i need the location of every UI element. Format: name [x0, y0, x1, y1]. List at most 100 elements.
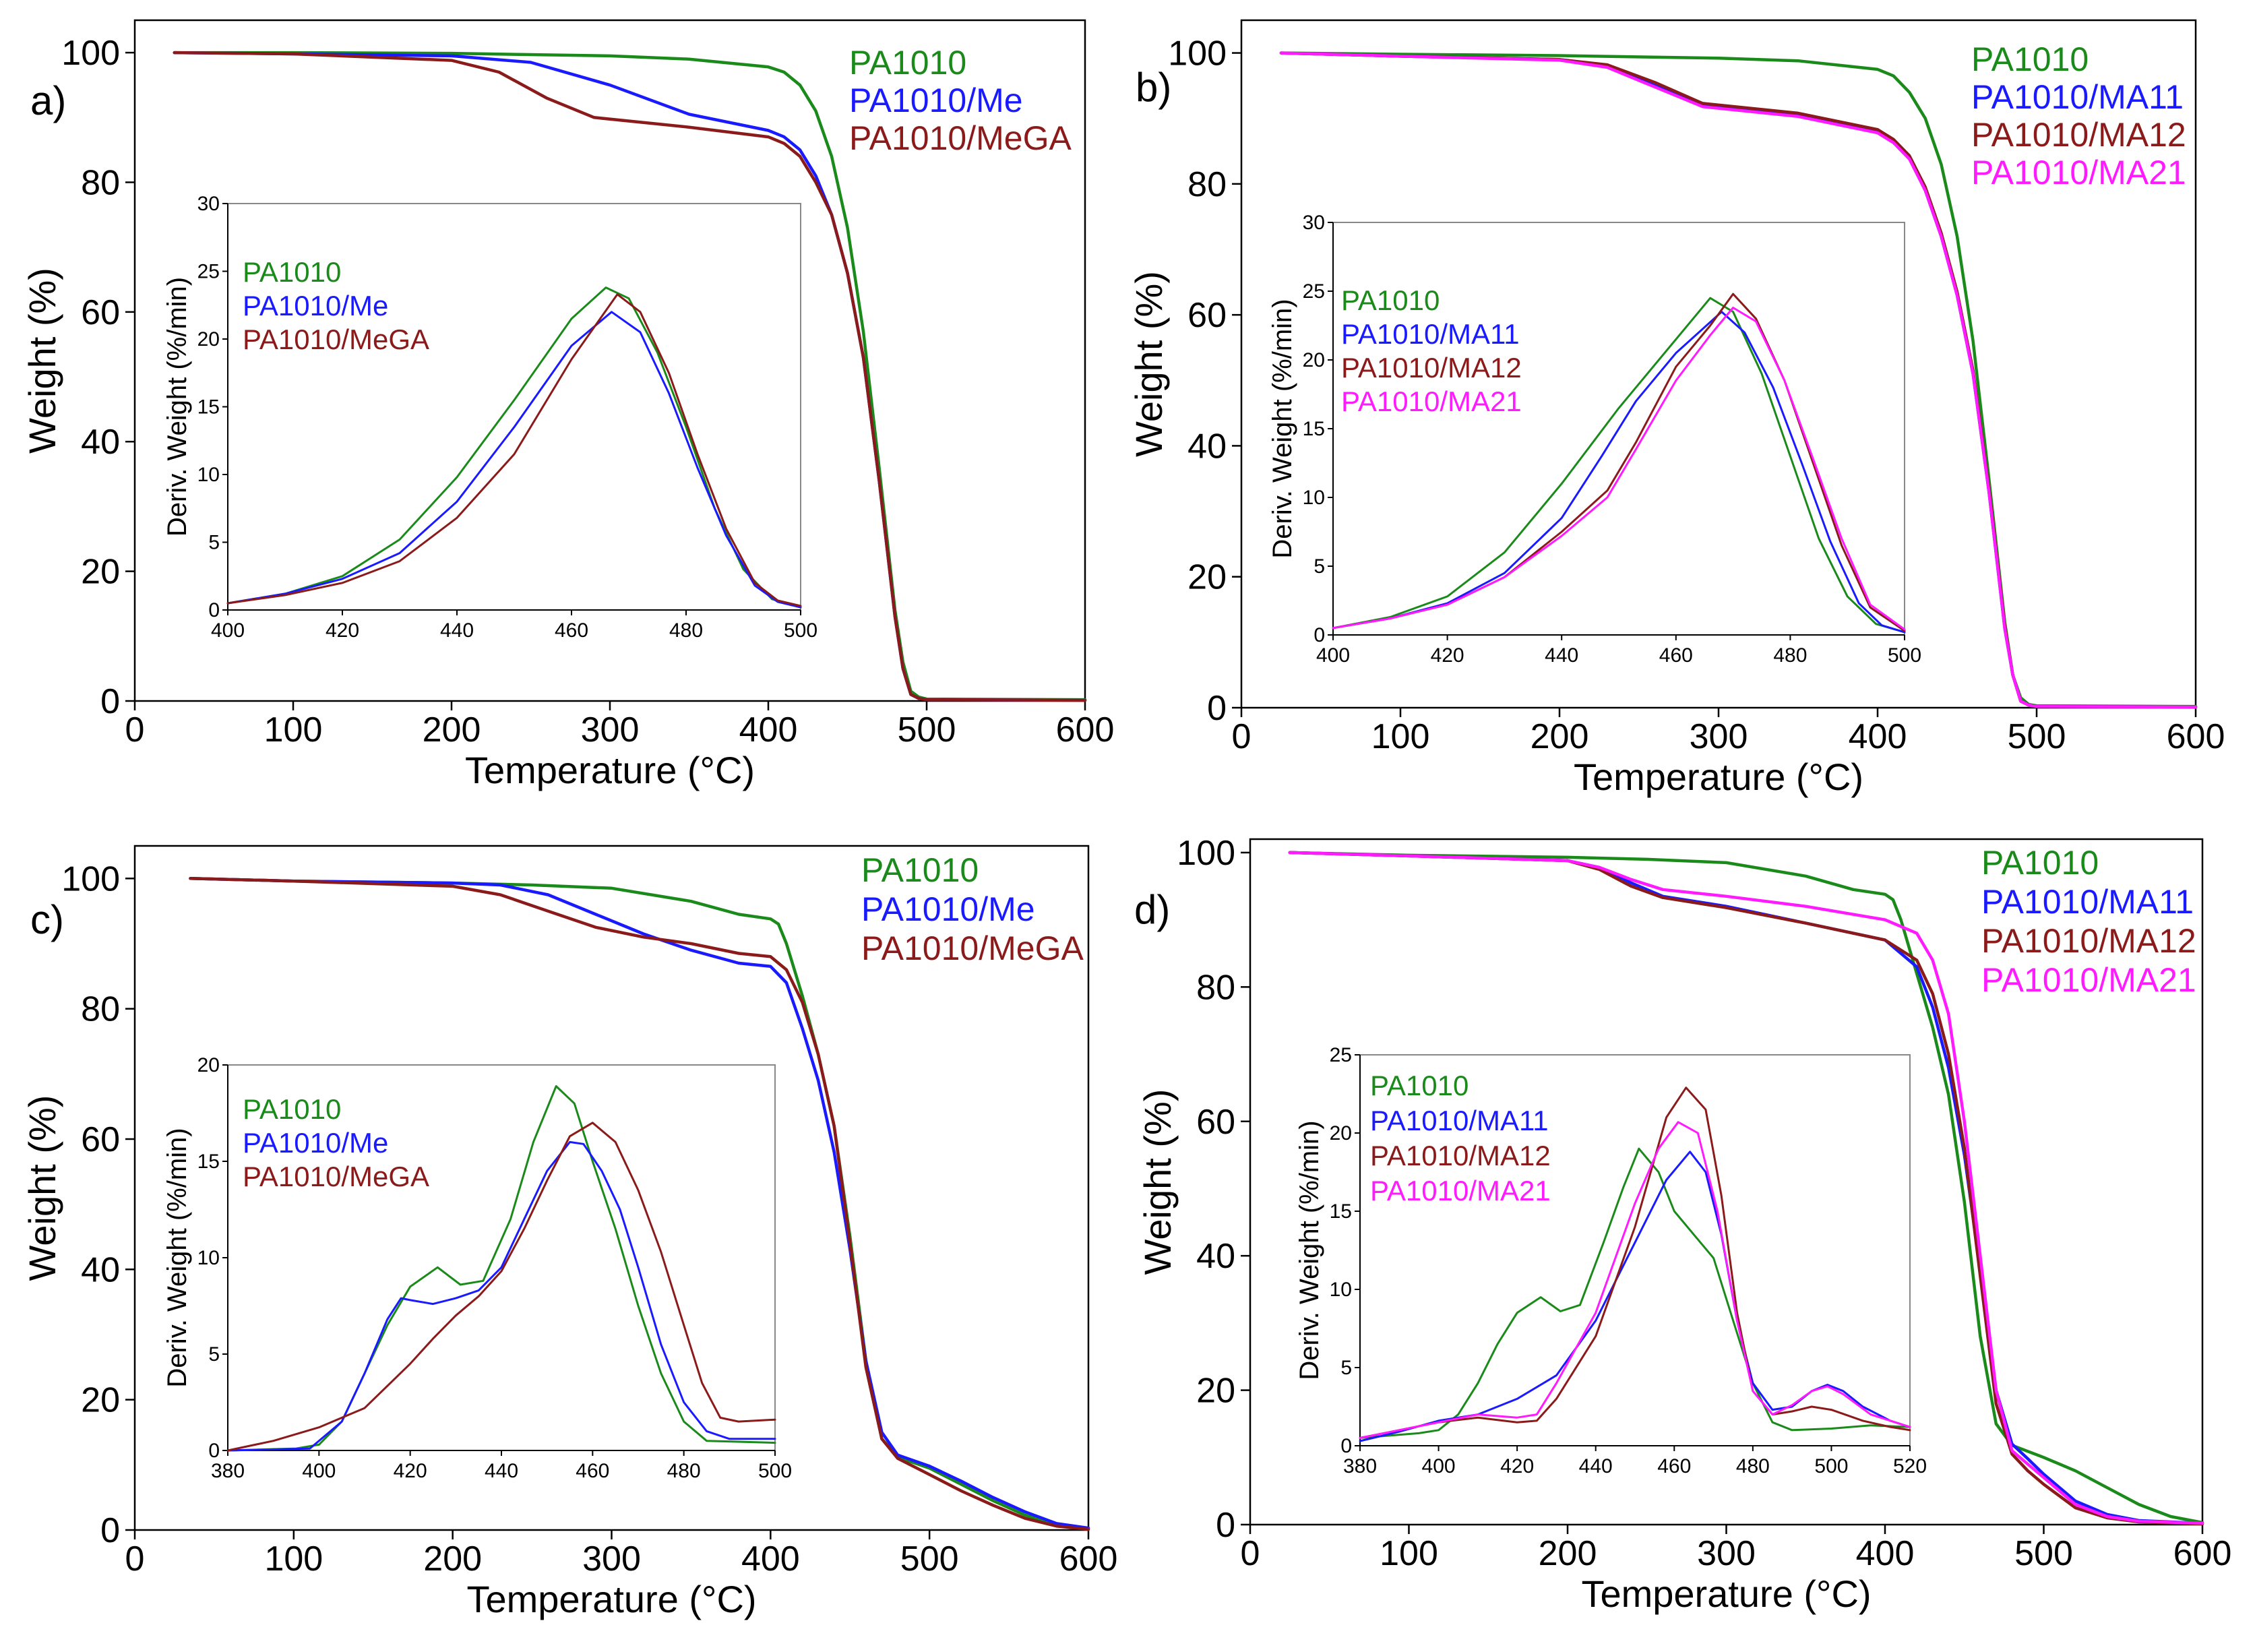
- y-axis-title: Weight (%): [1136, 1089, 1179, 1275]
- inset-series-line-pa1010-ma11: [1332, 311, 1906, 634]
- y-tick-label: 0: [100, 1511, 120, 1550]
- y-tick-label: 0: [100, 682, 120, 721]
- inset-legend-entry: PA1010/MeGA: [243, 1161, 429, 1192]
- series-line-pa1010-ma21: [1288, 851, 2204, 1525]
- x-tick-label: 100: [1371, 717, 1430, 756]
- x-tick-label: 300: [1690, 717, 1748, 756]
- y-tick-label: 60: [81, 293, 120, 332]
- inset-x-tick-label: 380: [211, 1460, 245, 1482]
- series-line-pa1010: [1288, 851, 2204, 1525]
- y-tick-label: 80: [1196, 968, 1235, 1007]
- x-tick-label: 200: [423, 1539, 482, 1579]
- inset-frame: [227, 1064, 776, 1451]
- inset-x-tick-label: 440: [485, 1460, 518, 1482]
- inset-x-tick-label: 520: [1893, 1455, 1927, 1477]
- y-tick-label: 60: [81, 1120, 120, 1159]
- panel-label: b): [1136, 65, 1171, 110]
- y-tick-label: 60: [1196, 1103, 1235, 1142]
- inset-series-line-pa1010-ma12: [1359, 1087, 1911, 1439]
- legend-entry: PA1010/MA21: [1981, 961, 2196, 999]
- inset-y-tick-label: 0: [208, 1440, 220, 1462]
- y-tick-label: 80: [81, 990, 120, 1029]
- inset-y-tick-label: 15: [1303, 418, 1325, 440]
- x-tick-label: 500: [2014, 1534, 2073, 1573]
- x-axis-title: Temperature (°C): [466, 1578, 756, 1620]
- inset-y-tick-label: 30: [1303, 212, 1325, 234]
- legend-entry: PA1010/MA21: [1971, 154, 2186, 191]
- inset-y-tick-label: 25: [1330, 1044, 1352, 1066]
- inset-y-axis-title: Deriv. Weight (%/min): [1268, 299, 1297, 558]
- y-tick-label: 80: [81, 163, 120, 202]
- inset-legend-entry: PA1010: [243, 256, 341, 288]
- y-axis-title: Weight (%): [21, 268, 63, 454]
- inset-x-tick-label: 480: [1773, 644, 1807, 667]
- y-tick-label: 20: [1187, 558, 1227, 597]
- inset-legend-entry: PA1010/MeGA: [243, 324, 429, 355]
- inset-x-tick-label: 480: [667, 1460, 701, 1482]
- y-tick-label: 100: [61, 34, 120, 73]
- legend-entry: PA1010: [1981, 844, 2099, 882]
- y-tick-label: 40: [1187, 427, 1227, 466]
- inset-y-tick-label: 15: [1330, 1200, 1352, 1223]
- legend-entry: PA1010/MeGA: [861, 929, 1084, 967]
- legend-entry: PA1010: [1971, 40, 2089, 78]
- inset-y-tick-label: 25: [197, 261, 220, 283]
- inset-series-line-pa1010-ma11: [1359, 1151, 1911, 1442]
- inset-series-line-pa1010-ma21: [1359, 1121, 1911, 1439]
- inset-x-tick-label: 500: [1888, 644, 1921, 667]
- inset-x-tick-label: 500: [784, 619, 817, 642]
- inset-y-tick-label: 5: [1314, 555, 1325, 578]
- inset-frame: [227, 203, 801, 611]
- inset-x-tick-label: 420: [394, 1460, 427, 1482]
- x-tick-label: 200: [423, 710, 481, 749]
- inset-x-tick-label: 460: [1657, 1455, 1691, 1477]
- inset-y-tick-label: 0: [1340, 1435, 1352, 1457]
- inset-a: 400 420 440 460 480 500 0 5 10 15 20 25 30 Deriv. Wei…: [162, 193, 817, 642]
- panel-c: 0 100 200 300 400 500 600020406080100Temperatu…: [21, 845, 1118, 1620]
- inset-x-tick-label: 480: [669, 619, 703, 642]
- inset-x-tick-label: 420: [1500, 1455, 1534, 1477]
- inset-frame: [1359, 1054, 1911, 1446]
- x-tick-label: 0: [1232, 717, 1252, 756]
- inset-y-tick-label: 0: [1314, 624, 1325, 646]
- x-tick-label: 600: [1059, 1539, 1118, 1579]
- x-tick-label: 100: [264, 710, 323, 749]
- x-tick-label: 0: [125, 710, 145, 749]
- inset-x-tick-label: 400: [211, 619, 245, 642]
- x-tick-label: 300: [581, 710, 640, 749]
- series-line-pa1010-me: [189, 877, 1090, 1530]
- x-axis-title: Temperature (°C): [1581, 1572, 1871, 1615]
- inset-legend-entry: PA1010/Me: [243, 290, 388, 322]
- y-tick-label: 40: [81, 1250, 120, 1289]
- x-tick-label: 500: [898, 710, 956, 749]
- x-tick-label: 100: [264, 1539, 323, 1579]
- inset-y-tick-label: 5: [208, 1343, 220, 1366]
- y-tick-label: 80: [1187, 165, 1227, 204]
- inset-y-tick-label: 20: [1303, 349, 1325, 371]
- inset-x-tick-label: 420: [326, 619, 359, 642]
- y-tick-label: 100: [61, 859, 120, 898]
- y-axis-title: Weight (%): [21, 1095, 63, 1281]
- inset-y-tick-label: 10: [1330, 1279, 1352, 1301]
- inset-x-tick-label: 460: [576, 1460, 609, 1482]
- inset-legend-entry: PA1010/MA21: [1341, 386, 1522, 417]
- inset-series-line-pa1010-me: [226, 311, 802, 609]
- inset-legend-entry: PA1010: [1341, 284, 1440, 316]
- inset-y-axis-title: Deriv. Weight (%/min): [1295, 1120, 1324, 1380]
- y-tick-label: 40: [1196, 1237, 1235, 1276]
- inset-x-tick-label: 440: [440, 619, 474, 642]
- x-tick-label: 600: [2167, 717, 2225, 756]
- inset-y-tick-label: 20: [197, 1054, 220, 1076]
- inset-y-tick-label: 20: [197, 328, 220, 350]
- inset-y-tick-label: 15: [197, 396, 220, 419]
- y-tick-label: 20: [1196, 1372, 1235, 1411]
- inset-series-line-pa1010-me: [226, 1140, 776, 1452]
- x-tick-label: 0: [1241, 1534, 1260, 1573]
- legend-entry: PA1010/Me: [849, 82, 1023, 119]
- inset-legend-entry: PA1010/MA21: [1370, 1175, 1551, 1206]
- inset-y-tick-label: 10: [1303, 487, 1325, 509]
- inset-legend-entry: PA1010: [243, 1093, 341, 1125]
- inset-b: 400 420 440 460 480 500 0 5 10 15 20 25 30 Deriv. Wei…: [1268, 212, 1921, 667]
- series-line-pa1010-ma21: [1279, 51, 2198, 709]
